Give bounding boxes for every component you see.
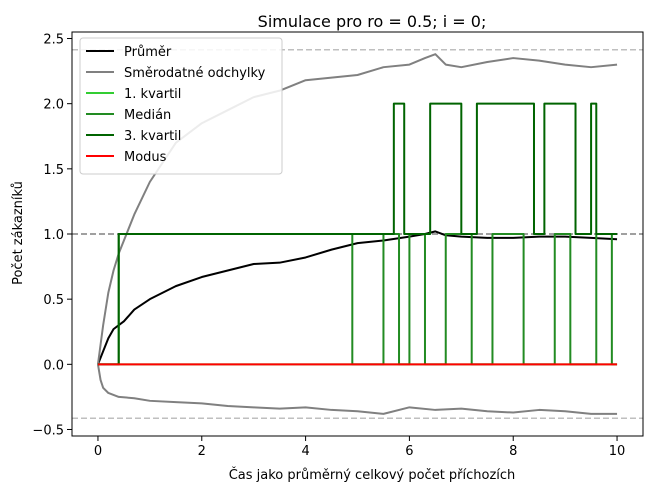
x-tick-label: 10 [609, 444, 626, 459]
y-tick-label: 2.0 [43, 98, 64, 113]
y-tick-label: 0.5 [43, 293, 64, 308]
series-line [96, 53, 618, 365]
y-tick-label: 2.5 [43, 33, 64, 48]
x-tick-label: 0 [94, 444, 102, 459]
y-tick-label: 1.0 [43, 228, 64, 243]
series-line [97, 230, 618, 365]
x-tick-label: 2 [198, 444, 206, 459]
legend-label: 3. kvartil [124, 129, 181, 144]
x-axis-label: Čas jako průměrný celkový počet příchozí… [229, 467, 516, 483]
legend-label: Modus [124, 150, 167, 165]
chart-title: Simulace pro ro = 0.5; i = 0; [258, 12, 487, 31]
series-line [97, 102, 618, 366]
legend-label: 1. kvartil [124, 87, 181, 102]
y-tick-label: −0.5 [32, 423, 64, 438]
legend-label: Směrodatné odchylky [124, 66, 266, 81]
legend-label: Medián [124, 108, 171, 123]
series-line [96, 364, 618, 415]
y-tick-label: 1.5 [43, 163, 64, 178]
legend: Průměr Směrodatné odchylky 1. kvartil Mediá… [79, 37, 283, 175]
legend-box [79, 37, 283, 175]
y-axis-label: Počet zákazníků [11, 181, 26, 285]
axis-ticks: 0 2 4 6 8 10 −0.5 0.0 0.5 1.0 1.5 2.0 2.5 [32, 33, 625, 459]
x-tick-label: 6 [405, 444, 413, 459]
y-tick-label: 0.0 [43, 358, 64, 373]
x-tick-label: 4 [301, 444, 309, 459]
series-line [97, 233, 618, 366]
legend-label: Průměr [124, 45, 172, 60]
x-tick-label: 8 [509, 444, 517, 459]
